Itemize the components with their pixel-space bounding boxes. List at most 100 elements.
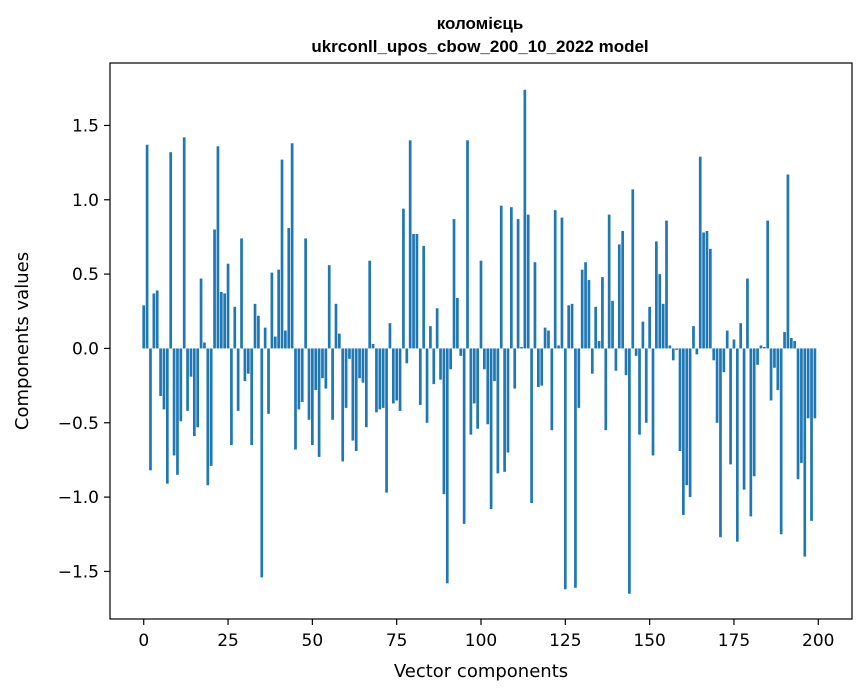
bar xyxy=(567,305,571,349)
bar xyxy=(381,348,385,408)
bar xyxy=(371,343,375,349)
bar xyxy=(533,262,537,349)
bar xyxy=(651,348,655,456)
x-axis-label: Vector components xyxy=(394,661,568,682)
bar xyxy=(749,348,753,517)
y-tick-label: 0.0 xyxy=(72,339,99,359)
bar xyxy=(735,348,739,542)
bar xyxy=(226,263,230,349)
bar xyxy=(435,308,439,349)
bar xyxy=(499,205,503,349)
bar xyxy=(577,348,581,408)
bar xyxy=(145,144,149,349)
bar xyxy=(756,348,759,365)
bar xyxy=(472,348,476,404)
bar xyxy=(796,348,800,480)
bar xyxy=(604,348,608,431)
bar xyxy=(776,348,780,391)
bar xyxy=(594,306,598,349)
bar xyxy=(445,348,449,584)
bar xyxy=(439,348,442,380)
bar xyxy=(192,348,196,437)
bar xyxy=(766,220,770,349)
bar xyxy=(587,280,591,349)
bar xyxy=(294,348,297,450)
bar xyxy=(425,348,429,423)
x-tick-label: 0 xyxy=(138,631,149,651)
bar xyxy=(476,348,479,429)
bar xyxy=(729,348,732,465)
bar xyxy=(692,326,695,349)
bar xyxy=(732,339,736,349)
bar xyxy=(621,230,625,349)
bar xyxy=(408,140,412,349)
bar xyxy=(557,345,560,349)
bar xyxy=(469,348,473,435)
bar xyxy=(489,348,493,509)
bar xyxy=(243,348,247,382)
bar xyxy=(385,348,388,493)
bar xyxy=(516,219,520,349)
bar xyxy=(698,156,702,349)
y-tick-label: −1.5 xyxy=(58,562,99,582)
bar xyxy=(250,348,254,446)
bar xyxy=(230,348,233,446)
bar xyxy=(739,323,743,349)
bar xyxy=(550,348,554,431)
bar xyxy=(803,348,807,557)
bar xyxy=(398,348,402,411)
bar xyxy=(800,348,803,463)
bar xyxy=(223,293,227,349)
x-tick-label: 200 xyxy=(802,631,834,651)
bar xyxy=(722,348,726,373)
bar xyxy=(236,348,240,411)
bar xyxy=(253,303,257,349)
bar xyxy=(165,348,169,484)
bar xyxy=(617,244,621,349)
bar xyxy=(263,327,267,349)
bar xyxy=(520,346,523,349)
bar xyxy=(277,269,280,349)
bar xyxy=(773,348,776,368)
x-tick-label: 100 xyxy=(465,631,497,651)
bar xyxy=(601,277,604,349)
bar xyxy=(391,348,395,404)
y-axis-label: Components values xyxy=(12,252,33,430)
bar xyxy=(614,348,618,371)
bar xyxy=(685,348,689,486)
bar xyxy=(638,348,641,435)
bar xyxy=(648,306,651,349)
bar xyxy=(503,348,506,472)
y-tick-label: 1.5 xyxy=(72,116,99,136)
bar xyxy=(270,272,274,349)
bar xyxy=(530,348,533,504)
bar xyxy=(172,348,176,456)
bar xyxy=(297,348,301,410)
bar xyxy=(709,248,712,349)
y-tick-label: −0.5 xyxy=(58,414,99,434)
bar xyxy=(348,348,351,359)
bar xyxy=(641,321,645,349)
bar xyxy=(196,348,200,428)
bar xyxy=(628,348,631,594)
bar xyxy=(351,348,355,441)
chart-subtitle: ukrconll_upos_cbow_200_10_2022 model xyxy=(311,37,648,56)
bar xyxy=(219,291,223,349)
bar xyxy=(759,345,763,349)
bar xyxy=(321,348,324,379)
bar xyxy=(449,348,452,370)
bar xyxy=(341,348,345,462)
bar xyxy=(536,348,540,388)
bar xyxy=(479,260,483,349)
bar xyxy=(658,274,662,349)
bar xyxy=(159,348,162,396)
bar xyxy=(432,348,436,385)
bar xyxy=(786,174,790,349)
bar xyxy=(547,330,550,349)
bar xyxy=(358,348,361,379)
y-tick-label: 1.0 xyxy=(72,191,99,211)
bar xyxy=(182,137,186,349)
bar xyxy=(442,348,446,495)
bar xyxy=(179,348,183,422)
